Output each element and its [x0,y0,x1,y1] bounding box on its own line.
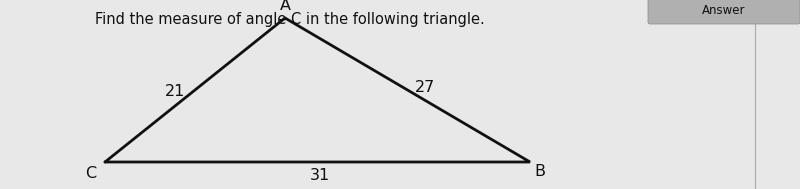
FancyBboxPatch shape [648,0,800,24]
Text: C: C [86,167,97,181]
Text: 21: 21 [165,84,185,99]
Text: A: A [279,0,290,12]
Text: 27: 27 [415,81,435,95]
Text: Answer: Answer [702,5,746,18]
Text: 31: 31 [310,167,330,183]
Text: Find the measure of angle C in the following triangle.: Find the measure of angle C in the follo… [95,12,485,27]
Text: B: B [534,164,546,180]
